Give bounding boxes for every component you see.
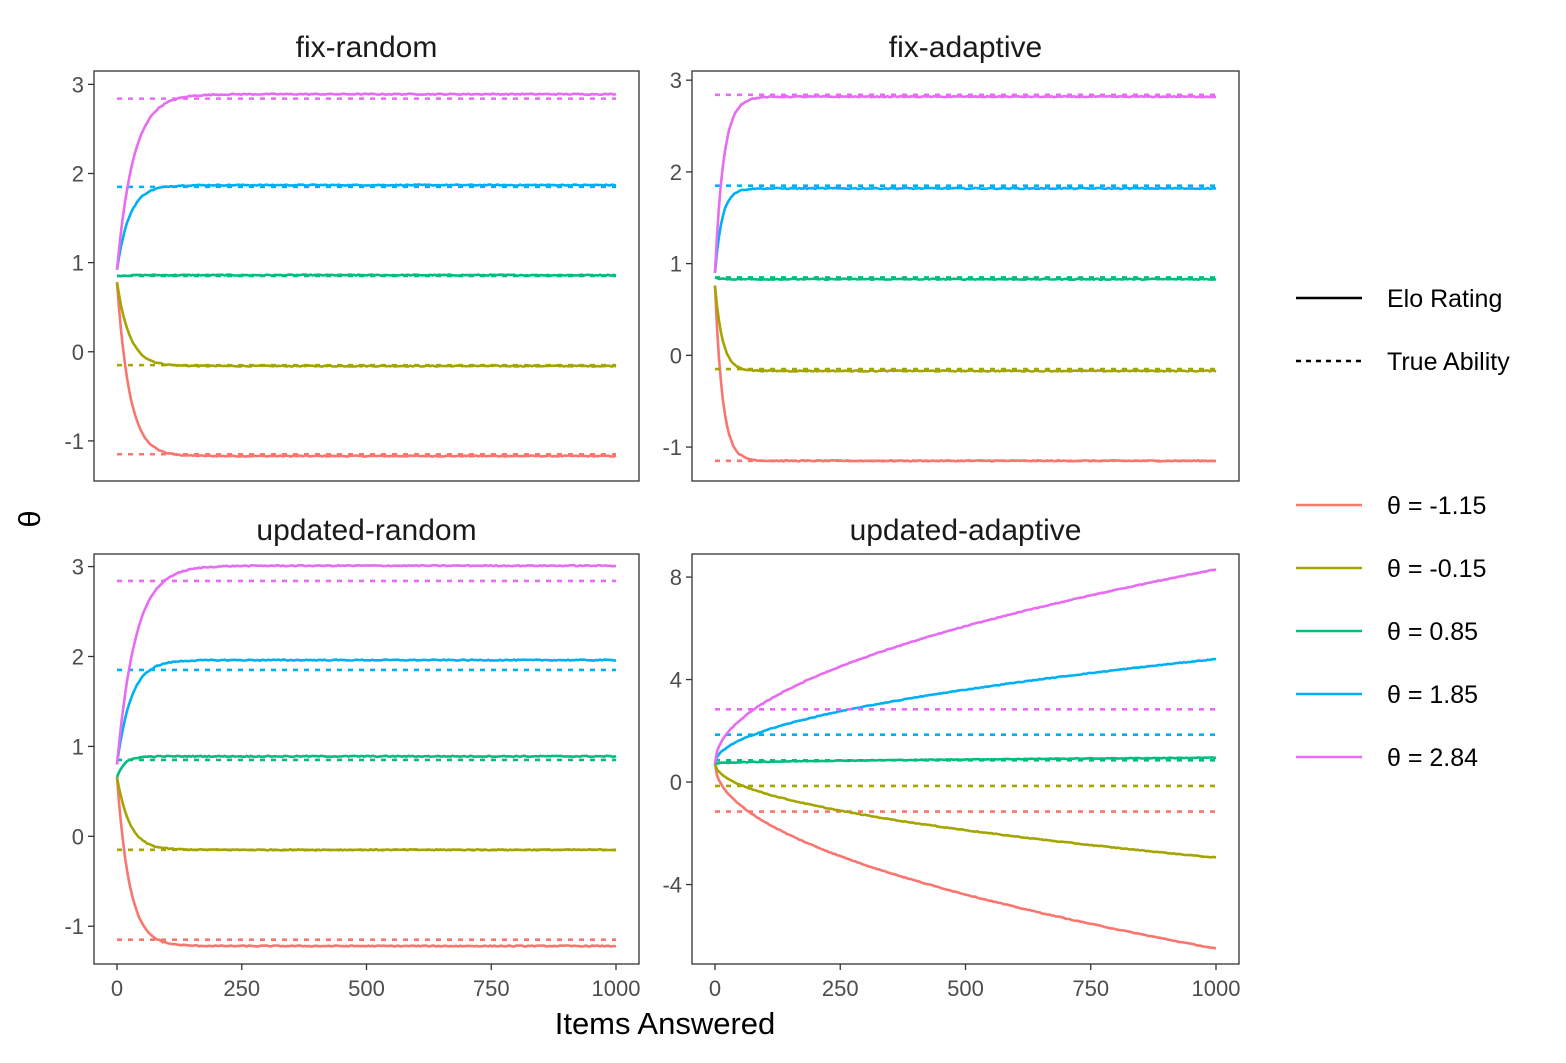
y-tick-label: -1 (662, 435, 682, 460)
elo-rating-line (115, 282, 617, 458)
elo-rating-line (115, 281, 617, 368)
y-tick-label: 2 (72, 645, 84, 670)
x-tick-label: 500 (348, 976, 385, 1001)
legend-label: θ = -1.15 (1387, 492, 1486, 520)
elo-rating-line (713, 186, 1217, 273)
panel-title: updated-random (256, 514, 476, 547)
x-tick-label: 0 (709, 976, 721, 1001)
legend-label: Elo Rating (1387, 285, 1502, 313)
panel-title: fix-adaptive (889, 31, 1042, 64)
y-tick-label: 2 (670, 160, 682, 185)
elo-rating-line (115, 563, 616, 765)
y-axis-title: θ (12, 510, 47, 527)
y-tick-label: 0 (72, 824, 84, 849)
x-axis-title: Items Answered (555, 1006, 776, 1041)
x-tick-label: 750 (473, 976, 510, 1001)
legend: Elo Rating True Ability θ = -1.15 θ = -0.15… (1296, 285, 1510, 772)
y-tick-label: 8 (670, 565, 682, 590)
y-tick-label: 0 (72, 340, 84, 365)
y-tick-label: 3 (72, 555, 84, 580)
y-tick-label: 1 (72, 251, 84, 276)
x-tick-label: 750 (1072, 976, 1109, 1001)
x-tick-label: 1000 (1192, 976, 1241, 1001)
y-tick-label: 3 (72, 72, 84, 97)
panel-updated-random: updated-random -1 0 1 2 3 0 250 500 750 1000 (64, 514, 640, 1001)
y-tick-label: -1 (64, 429, 84, 454)
elo-rating-line (713, 763, 1217, 859)
panel-title: updated-adaptive (850, 514, 1082, 547)
elo-rating-line (115, 183, 617, 271)
elo-rating-line (713, 285, 1216, 463)
panel-frame (93, 70, 640, 482)
elo-rating-line (115, 754, 617, 778)
elo-rating-line (714, 276, 1217, 282)
legend-label: θ = 0.85 (1387, 618, 1478, 646)
y-tick-label: -1 (64, 914, 84, 939)
legend-label: True Ability (1387, 348, 1510, 376)
y-tick-label: 3 (670, 68, 682, 93)
panel-updated-adaptive: updated-adaptive -4 0 4 8 0 250 500 750 1000 (662, 514, 1240, 1001)
elo-rating-line (115, 92, 617, 270)
y-tick-label: -4 (662, 873, 682, 898)
elo-rating-line (116, 273, 617, 278)
x-tick-label: 500 (947, 976, 984, 1001)
elo-rating-line (713, 285, 1217, 373)
elo-rating-line (115, 776, 616, 852)
elo-rating-line (713, 94, 1216, 273)
legend-label: θ = -0.15 (1387, 555, 1486, 583)
x-tick-label: 250 (223, 976, 260, 1001)
panels-layer: fix-random-10123fix-adaptive-10123update… (64, 31, 1240, 1001)
panel-fix-adaptive: fix-adaptive -1 0 1 2 3 (662, 31, 1240, 482)
x-tick-label: 1000 (592, 976, 641, 1001)
y-tick-label: 1 (670, 252, 682, 277)
y-tick-label: 4 (670, 668, 682, 693)
elo-rating-line (713, 763, 1217, 950)
y-tick-label: 2 (72, 162, 84, 187)
y-tick-label: 0 (670, 343, 682, 368)
elo-rating-line (115, 658, 617, 765)
x-tick-label: 0 (111, 976, 123, 1001)
panel-fix-random: fix-random -1 0 1 2 3 (64, 31, 640, 482)
legend-label: θ = 1.85 (1387, 681, 1478, 709)
elo-rating-line (714, 756, 1217, 765)
y-tick-label: 1 (72, 734, 84, 759)
elo-rating-line (713, 568, 1217, 764)
y-tick-label: 0 (670, 770, 682, 795)
elo-rating-line (115, 776, 617, 948)
panel-title: fix-random (296, 31, 438, 64)
elo-rating-line (713, 657, 1217, 764)
x-tick-label: 250 (822, 976, 859, 1001)
legend-label: θ = 2.84 (1387, 744, 1478, 772)
panel-frame (691, 70, 1240, 482)
